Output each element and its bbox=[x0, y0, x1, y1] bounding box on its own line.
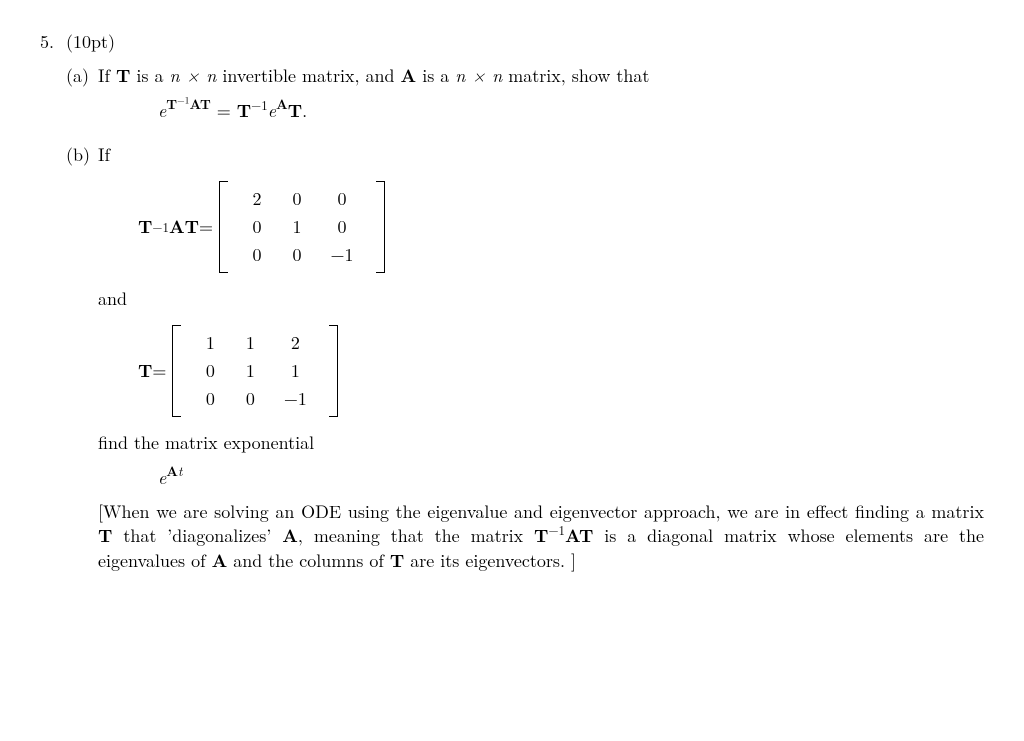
part-b-content: If T−1AT = 2 0 0 0 1 0 0 0 −1 bbox=[98, 143, 984, 573]
note-A: A bbox=[565, 523, 579, 548]
matrix-2: 1 1 2 0 1 1 0 0 −1 bbox=[172, 325, 338, 417]
note-T: T bbox=[579, 523, 593, 548]
part-b: (b) If T−1AT = 2 0 0 0 1 0 0 0 bbox=[66, 143, 984, 573]
note-A: A bbox=[282, 523, 298, 548]
m2-T: T bbox=[138, 359, 152, 383]
note-T: T bbox=[98, 523, 112, 548]
text: is a bbox=[416, 63, 455, 88]
note-T: T bbox=[390, 548, 404, 573]
matrix-eq-2: T = 1 1 2 0 1 1 0 0 −1 bbox=[138, 325, 984, 417]
part-b-label: (b) bbox=[66, 143, 98, 167]
bracket-left-icon bbox=[172, 325, 182, 417]
m1-T2: T bbox=[185, 215, 199, 239]
exp-T2: T bbox=[200, 94, 211, 113]
note-text: [When we are solving an ODE using the ei… bbox=[98, 499, 984, 524]
m2-eq: = bbox=[152, 359, 166, 383]
and-text: and bbox=[98, 287, 984, 311]
m2-cell: 0 bbox=[190, 359, 230, 383]
text: matrix, show that bbox=[502, 63, 649, 88]
problem-number: 5. bbox=[40, 30, 66, 54]
matrix-eq-1: T −1 AT = 2 0 0 0 1 0 0 0 −1 bbox=[138, 181, 984, 273]
m1-cell: 2 bbox=[237, 187, 277, 211]
m1-cell: −1 bbox=[317, 243, 367, 267]
m1-eq: = bbox=[199, 215, 213, 239]
bracket-left-icon bbox=[219, 181, 229, 273]
note-A: A bbox=[212, 548, 228, 573]
exp-A: A bbox=[190, 94, 200, 113]
m1-cell: 0 bbox=[237, 215, 277, 239]
part-a-content: If T is a n × n invertible matrix, and A… bbox=[98, 64, 984, 133]
bracket-right-icon bbox=[328, 325, 338, 417]
exp-inv: −1 bbox=[177, 93, 189, 107]
m1-cell: 0 bbox=[237, 243, 277, 267]
rhs-T2: T bbox=[288, 98, 302, 123]
note-paragraph: [When we are solving an ODE using the ei… bbox=[98, 500, 984, 573]
m2-cell: 0 bbox=[190, 387, 230, 411]
m1-cell: 0 bbox=[277, 187, 317, 211]
if-text: If bbox=[98, 142, 110, 167]
symbol-T: T bbox=[116, 63, 130, 88]
rhs-T: T bbox=[237, 98, 251, 123]
m1-cell: 0 bbox=[317, 215, 367, 239]
rhs-e: e bbox=[268, 98, 276, 123]
problem-header: 5. (10pt) bbox=[40, 30, 984, 54]
dim: n × n bbox=[169, 63, 216, 88]
note-inv: −1 bbox=[548, 520, 565, 539]
m1-cell: 0 bbox=[317, 187, 367, 211]
text: is a bbox=[130, 63, 169, 88]
equation-a: eT−1AT = T−1eAT. bbox=[158, 99, 984, 123]
m2-cell: 1 bbox=[230, 359, 270, 383]
matrix-1: 2 0 0 0 1 0 0 0 −1 bbox=[219, 181, 385, 273]
m1-T: T bbox=[138, 215, 152, 239]
rhs-expA: A bbox=[276, 94, 288, 113]
m1-A: A bbox=[169, 215, 185, 239]
note-T: T bbox=[534, 523, 548, 548]
exp-A: A bbox=[166, 461, 178, 480]
symbol-A: A bbox=[401, 63, 417, 88]
exp-T: T bbox=[166, 94, 177, 113]
note-text: , meaning that the matrix bbox=[298, 523, 534, 548]
m2-cell: 2 bbox=[270, 331, 320, 355]
dot: . bbox=[302, 98, 307, 123]
text: invertible matrix, and bbox=[216, 63, 400, 88]
part-a-label: (a) bbox=[66, 64, 98, 88]
exp-t: t bbox=[178, 461, 182, 480]
find-text: find the matrix exponential bbox=[98, 431, 984, 455]
rhs-inv: −1 bbox=[251, 95, 268, 114]
m1-cell: 1 bbox=[277, 215, 317, 239]
problem-points: (10pt) bbox=[66, 30, 115, 54]
dim: n × n bbox=[455, 63, 502, 88]
m2-cell: 1 bbox=[230, 331, 270, 355]
bracket-right-icon bbox=[375, 181, 385, 273]
eq-sign: = bbox=[211, 98, 237, 123]
m2-cell: 1 bbox=[190, 331, 230, 355]
note-text: are its eigenvectors. ] bbox=[404, 548, 576, 573]
text: If bbox=[98, 63, 116, 88]
m2-cell: 0 bbox=[230, 387, 270, 411]
m2-cell: 1 bbox=[270, 359, 320, 383]
note-text: that ’diagonalizes’ bbox=[112, 523, 282, 548]
m1-cell: 0 bbox=[277, 243, 317, 267]
part-a: (a) If T is a n × n invertible matrix, a… bbox=[66, 64, 984, 133]
note-text: and the columns of bbox=[227, 548, 390, 573]
exp-At: eAt bbox=[158, 466, 984, 490]
m2-cell: −1 bbox=[270, 387, 320, 411]
